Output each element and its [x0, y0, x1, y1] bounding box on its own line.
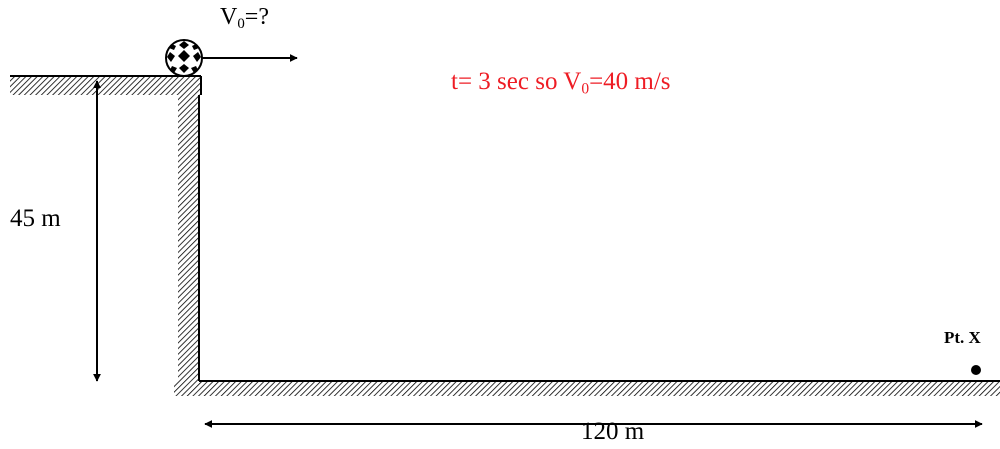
ground [174, 380, 1000, 396]
soccer-ball-icon [165, 39, 203, 77]
cliff-wall [178, 95, 200, 382]
point-x-dot [971, 365, 981, 375]
height-label: 45 m [10, 205, 61, 232]
point-x-label: Pt. X [944, 328, 981, 347]
answer-text: t= 3 sec so V0=40 m/s [451, 68, 671, 98]
initial-velocity-label: V0=? [220, 4, 269, 33]
distance-label: 120 m [581, 418, 645, 445]
cliff-top [10, 75, 202, 95]
